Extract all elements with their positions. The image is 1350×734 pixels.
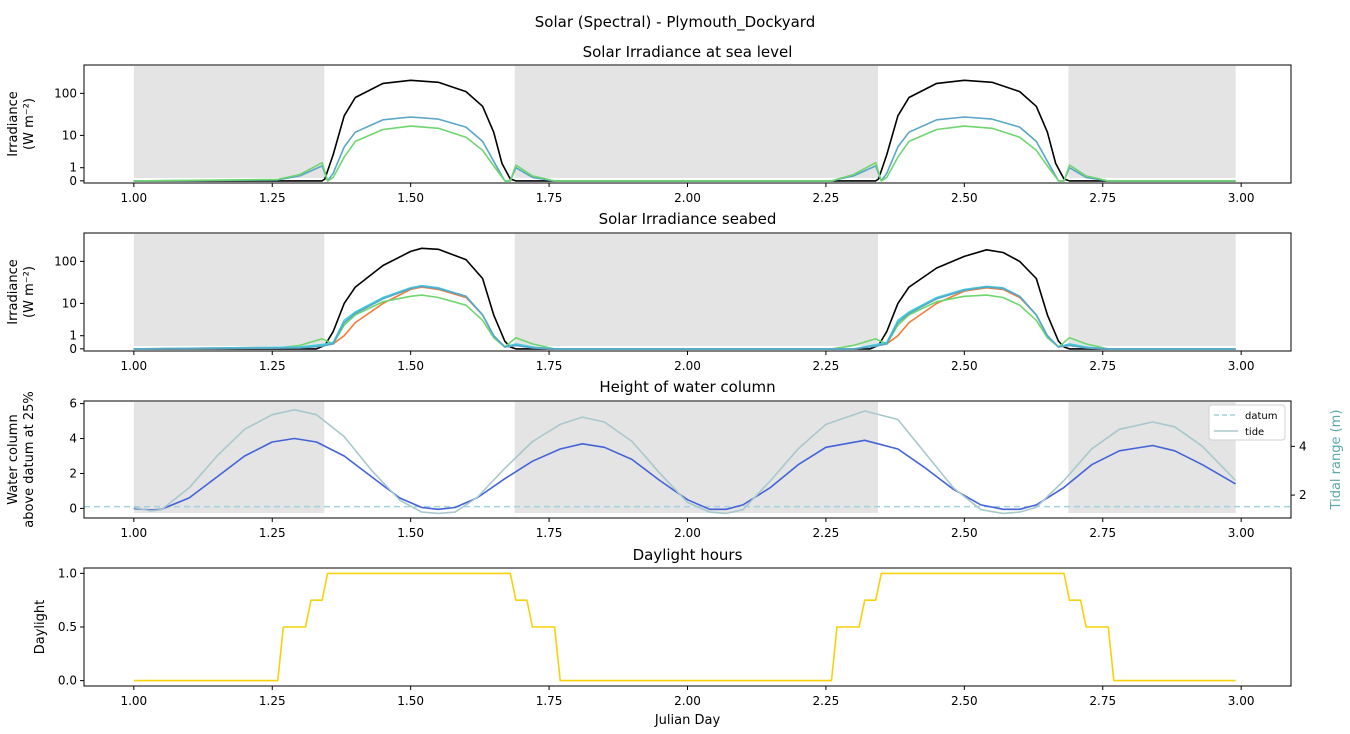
x-tick-label: 1.75: [536, 359, 563, 373]
y-tick-label: 0: [69, 174, 77, 188]
x-tick-label: 1.00: [120, 694, 147, 708]
x-tick-label: 2.50: [951, 694, 978, 708]
x-tick-label: 1.25: [259, 191, 286, 205]
y-tick-label: 0: [69, 342, 77, 356]
x-tick-label: 1.50: [397, 359, 424, 373]
figure-suptitle: Solar (Spectral) - Plymouth_Dockyard: [535, 13, 815, 32]
x-tick-label: 1.75: [536, 694, 563, 708]
night-span: [133, 234, 325, 346]
series-line-blue: [133, 285, 1236, 350]
x-tick-label: 3.00: [1228, 694, 1255, 708]
x-tick-label: 2.25: [813, 526, 840, 540]
y-tick-label: 0: [69, 501, 77, 515]
y-tick-label: 10: [62, 296, 77, 310]
y-axis-label: (W m⁻²): [22, 98, 37, 150]
chart-panels: 1.00 1.25 1.50 1.75 2.00 2.25 2.50 2.75 3.000110…: [6, 43, 1344, 728]
x-tick-label: 1.50: [397, 526, 424, 540]
night-span: [1068, 66, 1236, 178]
x-tick-label: 3.00: [1228, 526, 1255, 540]
panel-title: Solar Irradiance seabed: [599, 210, 777, 228]
series-line-tide: [133, 408, 1237, 515]
x-tick-label: 1.50: [397, 694, 424, 708]
x-tick-label: 1.50: [397, 191, 424, 205]
night-span: [1068, 402, 1236, 513]
panel-title: Height of water column: [599, 378, 775, 396]
y-tick-label: 1: [69, 329, 77, 343]
chart-panel-3: 1.00 1.25 1.50 1.75 2.00 2.25 2.50 2.75 3.00 0 2 4 6…: [6, 378, 1344, 540]
x-tick-label: 2.75: [1089, 526, 1116, 540]
y-axis-label: (W m⁻²): [22, 266, 37, 318]
y-tick-label: 100: [54, 254, 77, 268]
y-tick-label: 4: [69, 432, 77, 446]
x-tick-label: 2.75: [1089, 694, 1116, 708]
y-right-tick-label: 2: [1299, 488, 1307, 502]
y-tick-label: 10: [62, 128, 77, 142]
x-tick-label: 2.00: [674, 191, 701, 205]
y-right-axis-label: Tidal range (m): [1329, 410, 1344, 511]
y-tick-label: 100: [54, 86, 77, 100]
night-span: [514, 234, 878, 346]
axes-frame: [83, 567, 1292, 687]
x-tick-label: 1.00: [120, 359, 147, 373]
night-span: [133, 402, 325, 513]
panel-title: Solar Irradiance at sea level: [583, 43, 793, 61]
x-tick-label: 1.75: [536, 526, 563, 540]
x-tick-label: 2.75: [1089, 191, 1116, 205]
x-tick-label: 2.00: [674, 694, 701, 708]
night-span: [133, 66, 325, 178]
y-tick-label: 1: [69, 161, 77, 175]
x-tick-label: 2.50: [951, 526, 978, 540]
y-tick-label: 6: [69, 397, 77, 411]
legend-label-tide: tide: [1245, 427, 1264, 438]
x-tick-label: 2.75: [1089, 359, 1116, 373]
y-axis-label: Irradiance: [6, 91, 21, 156]
x-tick-label: 3.00: [1228, 191, 1255, 205]
legend-label-datum: datum: [1245, 411, 1277, 422]
x-tick-label: 1.25: [259, 359, 286, 373]
y-tick-label: 0.5: [58, 620, 77, 634]
series-line-water_column: [133, 437, 1237, 511]
y-tick-label: 0.0: [58, 674, 77, 688]
x-tick-label: 3.00: [1228, 359, 1255, 373]
chart-panel-4: 1.00 1.25 1.50 1.75 2.00 2.25 2.50 2.75 3.00 0.0 0…: [33, 546, 1292, 728]
panel-title: Daylight hours: [633, 546, 743, 564]
x-tick-label: 1.25: [259, 526, 286, 540]
x-tick-label: 2.50: [951, 359, 978, 373]
series-line-green: [133, 125, 1236, 182]
x-tick-label: 2.25: [813, 191, 840, 205]
legend: datum tide: [1208, 404, 1286, 441]
x-tick-label: 1.75: [536, 191, 563, 205]
night-span: [514, 402, 878, 513]
x-tick-label: 1.00: [120, 526, 147, 540]
x-tick-label: 2.25: [813, 694, 840, 708]
night-span: [1068, 234, 1236, 346]
y-tick-label: 1.0: [58, 566, 77, 580]
y-axis-label: Irradiance: [6, 259, 21, 324]
x-axis-label: Julian Day: [654, 713, 721, 728]
y-axis-label: above datum at 25%: [22, 391, 37, 527]
y-axis-label: Daylight: [33, 600, 48, 654]
x-tick-label: 2.00: [674, 526, 701, 540]
chart-panel-2: 1.00 1.25 1.50 1.75 2.00 2.25 2.50 2.75 3.00 01 10…: [6, 210, 1292, 373]
x-tick-label: 2.50: [951, 191, 978, 205]
y-tick-label: 2: [69, 466, 77, 480]
chart-panel-1: 1.00 1.25 1.50 1.75 2.00 2.25 2.50 2.75 3.00 01 10…: [6, 43, 1292, 205]
series-line-daylight: [133, 572, 1236, 682]
x-tick-label: 2.25: [813, 359, 840, 373]
y-axis-label: Water column: [6, 414, 21, 504]
x-tick-label: 2.00: [674, 359, 701, 373]
x-tick-label: 1.25: [259, 694, 286, 708]
night-span: [514, 66, 878, 178]
y-right-tick-label: 4: [1299, 439, 1307, 453]
x-tick-label: 1.00: [120, 191, 147, 205]
